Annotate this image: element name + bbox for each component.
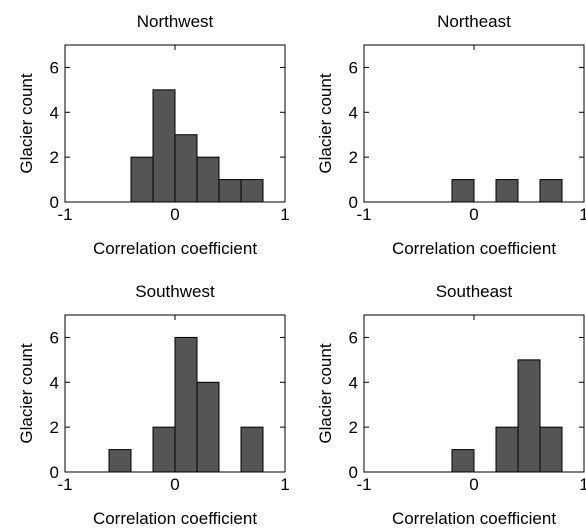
x-tick-label: 0 (469, 475, 478, 494)
x-tick-label: 0 (469, 205, 478, 224)
x-tick-label: -1 (57, 205, 72, 224)
histogram-bar (240, 426, 264, 473)
histogram-bar (539, 179, 563, 203)
x-axis-label: Correlation coefficient (93, 509, 257, 528)
y-tick-label: 4 (349, 103, 358, 122)
y-tick-label: 6 (349, 58, 358, 77)
y-tick-label: 4 (50, 373, 59, 392)
histogram-bar (108, 449, 132, 473)
y-axis-label: Glacier count (316, 343, 335, 443)
axes-box (363, 44, 585, 203)
chart-title: Southwest (135, 282, 215, 301)
histogram-bar (539, 426, 563, 473)
y-tick-label: 0 (50, 193, 59, 212)
x-axis-label: Correlation coefficient (392, 239, 556, 258)
chart-title: Northwest (137, 12, 214, 31)
histogram-bar (451, 179, 475, 203)
histogram-bar (196, 156, 220, 203)
y-tick-label: 2 (349, 148, 358, 167)
y-axis-label: Glacier count (17, 343, 36, 443)
y-axis-label: Glacier count (17, 73, 36, 173)
x-tick-label: 1 (579, 475, 586, 494)
histogram-bar (218, 179, 242, 203)
y-tick-label: 2 (50, 148, 59, 167)
y-tick-label: 6 (50, 328, 59, 347)
x-tick-label: 0 (170, 205, 179, 224)
x-tick-label: -1 (356, 205, 371, 224)
y-tick-label: 2 (349, 418, 358, 437)
x-axis-label: Correlation coefficient (392, 509, 556, 528)
y-tick-label: 0 (349, 463, 358, 482)
histogram-bar (495, 179, 519, 203)
histogram-bar (174, 336, 198, 473)
x-tick-label: 0 (170, 475, 179, 494)
histogram-bar (174, 134, 198, 203)
histogram-bar (196, 381, 220, 473)
y-tick-label: 0 (50, 463, 59, 482)
histogram-bar (517, 359, 541, 473)
y-tick-label: 4 (349, 373, 358, 392)
chart-title: Southeast (436, 282, 513, 301)
chart-title: Northeast (437, 12, 511, 31)
histogram-bar (152, 426, 176, 473)
histogram-bar (240, 179, 264, 203)
x-axis-label: Correlation coefficient (93, 239, 257, 258)
y-axis-label: Glacier count (316, 73, 335, 173)
x-tick-label: -1 (356, 475, 371, 494)
x-tick-label: 1 (280, 205, 289, 224)
histogram-bar (495, 426, 519, 473)
histogram-bar (130, 156, 154, 203)
y-tick-label: 0 (349, 193, 358, 212)
x-tick-label: 1 (280, 475, 289, 494)
x-tick-label: 1 (579, 205, 586, 224)
y-tick-label: 4 (50, 103, 59, 122)
histogram-bar (152, 89, 176, 203)
histogram-bar (451, 449, 475, 473)
x-tick-label: -1 (57, 475, 72, 494)
y-tick-label: 6 (349, 328, 358, 347)
y-tick-label: 2 (50, 418, 59, 437)
y-tick-label: 6 (50, 58, 59, 77)
